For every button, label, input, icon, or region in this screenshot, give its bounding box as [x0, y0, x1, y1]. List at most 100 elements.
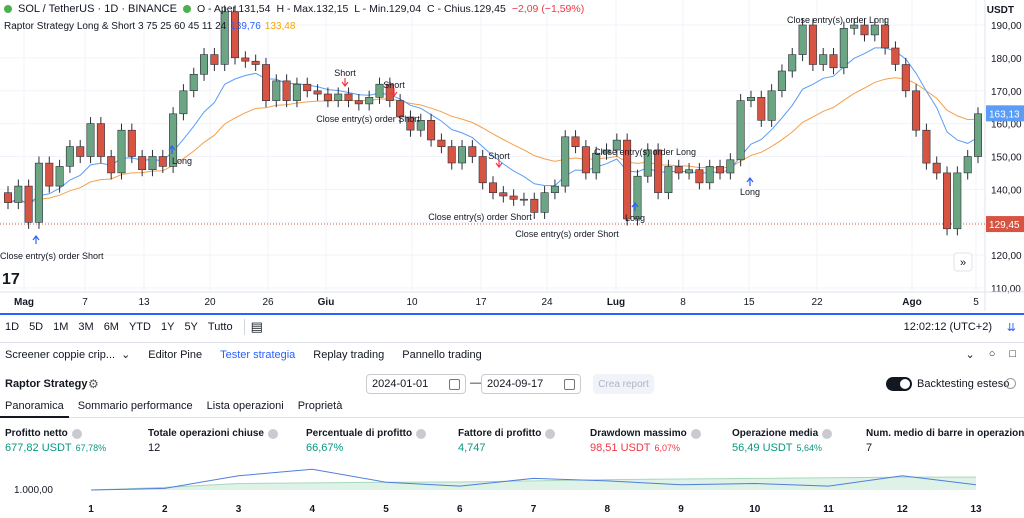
- help-icon[interactable]: [267, 428, 278, 439]
- tf-1d[interactable]: 1D: [5, 321, 20, 333]
- indicator-legend[interactable]: Raptor Strategy Long & Short 3 75 25 60 …: [4, 21, 295, 32]
- candle-body: [396, 100, 405, 118]
- price-tick-label: 120,00: [991, 251, 1022, 262]
- candle-body: [571, 136, 580, 148]
- candle-body: [561, 136, 570, 187]
- date-tick-label: Ago: [902, 297, 921, 308]
- candle-body: [602, 149, 611, 154]
- tab-screener[interactable]: Screener coppie crip... ⌄: [5, 348, 131, 362]
- date-to-input[interactable]: 2024-09-17: [481, 374, 581, 394]
- candle-body: [592, 152, 601, 174]
- live-dot-icon: [182, 5, 191, 13]
- tf-all[interactable]: Tutto: [207, 321, 233, 333]
- candle-body: [509, 195, 518, 200]
- candle-body: [777, 70, 786, 92]
- tf-1y[interactable]: 1Y: [160, 321, 175, 333]
- price-axis-unit[interactable]: USDT: [986, 5, 1014, 16]
- candle-body: [138, 156, 147, 170]
- info-icon[interactable]: [1005, 378, 1016, 389]
- candle-body: [34, 162, 43, 223]
- settings-icon[interactable]: ⚙: [88, 377, 99, 391]
- candle-body: [344, 93, 353, 101]
- chevron-down-icon: ⌄: [121, 349, 131, 361]
- candle-body: [323, 93, 332, 101]
- candle-body: [231, 11, 240, 59]
- strategy-name: Raptor Strategy: [5, 378, 88, 390]
- candle-body: [107, 156, 116, 174]
- date-range-icon[interactable]: ▤: [250, 319, 263, 334]
- change-value: −2,09 (−1,59%): [511, 3, 585, 15]
- help-icon[interactable]: [545, 428, 556, 439]
- tf-5y[interactable]: 5Y: [184, 321, 198, 333]
- help-icon[interactable]: [822, 428, 833, 439]
- chevron-down-icon[interactable]: ⌄: [965, 349, 975, 361]
- candle-body: [76, 146, 85, 157]
- trade-annotation: Close entry(s) order Short: [428, 212, 532, 222]
- calendar-icon[interactable]: [449, 378, 460, 390]
- tab-strategy-tester[interactable]: Tester strategia: [220, 348, 296, 361]
- equity-x-tick: 10: [749, 504, 761, 515]
- help-icon[interactable]: [71, 428, 82, 439]
- tab-replay-trading[interactable]: Replay trading: [313, 348, 385, 361]
- tab-properties[interactable]: Proprietà: [297, 400, 343, 412]
- candle-body: [303, 83, 312, 92]
- candle-body: [839, 27, 848, 69]
- candle-body: [715, 166, 724, 174]
- candle-body: [788, 54, 797, 72]
- tab-pine-editor[interactable]: Editor Pine: [148, 348, 203, 361]
- tab-trades-list[interactable]: Lista operazioni: [206, 400, 284, 412]
- tab-overview[interactable]: Panoramica: [0, 398, 69, 418]
- date-tick-label: 15: [743, 297, 755, 308]
- metric-win-rate: Percentuale di profitto 66,67%: [306, 428, 427, 454]
- price-tick-label: 170,00: [991, 87, 1022, 98]
- minimize-icon[interactable]: ○: [988, 348, 996, 360]
- clock[interactable]: 12:02:12 (UTC+2): [903, 321, 992, 333]
- help-icon[interactable]: [690, 428, 701, 439]
- candle-body: [375, 83, 384, 98]
- candle-body: [406, 116, 415, 131]
- current-price-label-bg: [986, 216, 1024, 233]
- tf-3m[interactable]: 3M: [78, 321, 94, 333]
- collapse-panel-icon[interactable]: ⇊: [1006, 321, 1016, 334]
- candle-body: [210, 54, 219, 65]
- create-report-button[interactable]: Crea report: [593, 374, 654, 394]
- tf-1m[interactable]: 1M: [53, 321, 69, 333]
- date-from-input[interactable]: 2024-01-01: [366, 374, 466, 394]
- candle-body: [241, 57, 250, 62]
- equity-x-tick: 8: [604, 504, 610, 515]
- tf-6m[interactable]: 6M: [103, 321, 119, 333]
- candle-body: [261, 64, 270, 102]
- backtesting-toggle[interactable]: [886, 377, 912, 391]
- date-tick-label: 8: [680, 297, 686, 308]
- tf-ytd[interactable]: YTD: [128, 321, 151, 333]
- date-tick-label: 17: [475, 297, 487, 308]
- scroll-right-button-bg: [953, 252, 973, 272]
- candle-body: [705, 166, 714, 184]
- trade-annotation: Close entry(s) order Long: [594, 147, 696, 157]
- help-icon[interactable]: [416, 428, 427, 439]
- tab-trading-panel[interactable]: Pannello trading: [402, 348, 482, 361]
- candle-body: [860, 24, 869, 36]
- candlestick-chart[interactable]: 190,00180,00170,00160,00150,00140,00130,…: [0, 0, 1024, 311]
- equity-x-tick: 2: [162, 504, 168, 515]
- candle-body: [912, 90, 921, 131]
- candle-body: [643, 149, 652, 177]
- candle-body: [757, 97, 766, 121]
- tab-performance-summary[interactable]: Sommario performance: [77, 400, 193, 412]
- candle-body: [416, 120, 425, 131]
- price-tick-label: 150,00: [991, 153, 1022, 164]
- candle-body: [829, 54, 838, 69]
- symbol-title[interactable]: SOL / TetherUS · 1D · BINANCE: [18, 3, 177, 15]
- backtesting-label: Backtesting esteso: [917, 378, 1010, 390]
- candle-body: [499, 192, 508, 197]
- metric-avg-bars: Num. medio di barre in operazioni 7: [866, 428, 1024, 454]
- candle-body: [4, 192, 13, 203]
- tf-5d[interactable]: 5D: [29, 321, 44, 333]
- calendar-icon[interactable]: [564, 378, 575, 390]
- price-chart[interactable]: 190,00180,00170,00160,00150,00140,00130,…: [0, 0, 1024, 311]
- equity-x-tick: 9: [678, 504, 684, 515]
- maximize-icon[interactable]: □: [1009, 348, 1016, 360]
- equity-chart[interactable]: 1.000,001 2 3 4 5 6 7 8 9 10 11 12 13: [0, 462, 1024, 518]
- candle-body: [850, 24, 859, 29]
- candle-body: [169, 113, 178, 167]
